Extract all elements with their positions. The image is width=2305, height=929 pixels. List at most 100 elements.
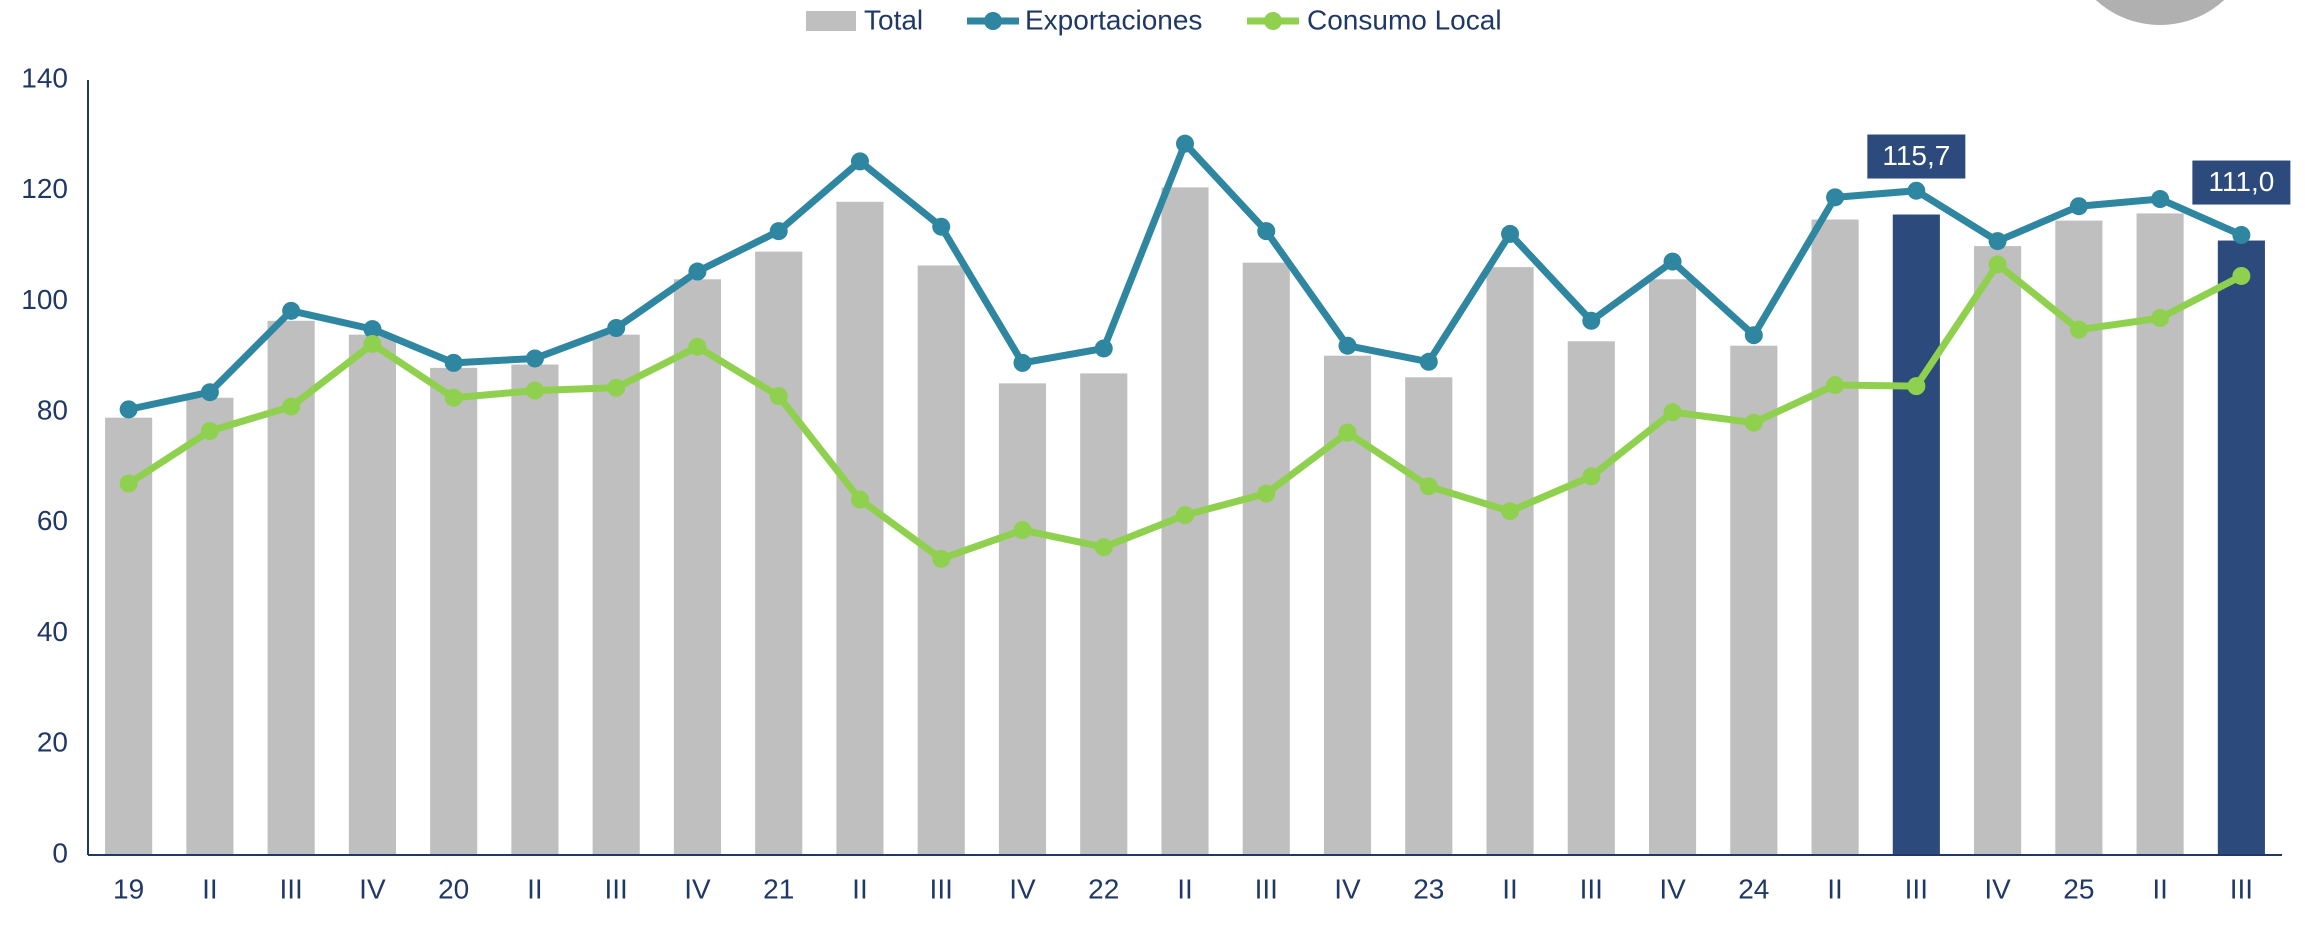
bar [1892,214,1940,856]
x-tick-label: II [527,873,543,904]
marker [2151,309,2170,328]
marker [769,222,788,241]
marker [1663,403,1682,422]
bar [1811,219,1859,855]
marker [1094,339,1113,358]
marker [2232,266,2251,285]
x-tick-label: 19 [113,873,144,904]
x-tick-label: 22 [1088,873,1119,904]
value-label: 111,0 [2208,166,2274,197]
marker [850,152,869,171]
legend-label: Total [864,4,923,35]
marker [932,217,951,236]
marker [363,335,382,354]
marker [2151,190,2170,209]
marker [932,549,951,568]
bar [1567,341,1615,855]
marker [444,353,463,372]
marker [1582,311,1601,330]
x-tick-label: II [852,873,868,904]
marker [850,490,869,509]
y-tick-label: 40 [37,616,68,647]
value-label-box [2192,160,2291,205]
marker [282,301,301,320]
marker [525,381,544,400]
marker [1501,224,1520,243]
bar [1648,279,1697,855]
legend-marker [1264,12,1282,30]
legend-marker [984,12,1002,30]
y-tick-label: 100 [21,284,68,315]
marker [1744,326,1763,345]
bar [836,201,884,856]
bar [1405,377,1453,855]
x-tick-label: II [1177,873,1193,904]
legend-label: Consumo Local [1307,4,1502,35]
x-tick-label: III [2230,873,2253,904]
x-tick-label: IV [1009,873,1036,904]
legend-label: Exportaciones [1025,4,1202,35]
x-tick-label: 24 [1738,873,1769,904]
bar [430,367,478,855]
bar [511,364,559,855]
marker [1663,252,1682,271]
x-tick-label: IV [1334,873,1361,904]
x-tick-label: IV [1984,873,2011,904]
marker [1176,134,1194,153]
bar [1486,267,1534,855]
decoration-circle [2095,0,2225,25]
bar [1242,262,1290,855]
y-tick-label: 80 [37,395,68,426]
x-tick-label: II [1502,873,1518,904]
x-tick-label: III [1255,873,1278,904]
marker [1338,336,1357,355]
marker [1907,181,1926,200]
marker [1176,506,1194,525]
marker [1257,222,1276,241]
x-tick-label: 20 [438,873,469,904]
marker [607,319,626,337]
x-tick-label: II [202,873,218,904]
y-tick-label: 140 [21,62,68,93]
bar [186,397,234,855]
x-tick-label: III [605,873,628,904]
x-tick-label: 23 [1413,873,1444,904]
marker [200,383,219,402]
marker [1419,352,1438,371]
marker [1501,502,1520,521]
marker [688,337,707,356]
y-tick-label: 0 [52,837,68,868]
marker [119,400,138,419]
x-tick-label: IV [684,873,711,904]
marker [1907,377,1926,396]
x-tick-label: III [1580,873,1603,904]
x-tick-label: II [2152,873,2168,904]
bar [592,334,640,856]
marker [1988,255,2007,274]
value-label: 115,7 [1882,140,1950,171]
bar [2217,240,2265,856]
marker [1257,484,1276,503]
marker [1419,477,1438,496]
marker [1094,538,1113,557]
marker [1826,188,1845,207]
bar [348,334,396,856]
marker [119,474,138,493]
marker [688,262,707,281]
y-tick-label: 120 [21,173,68,204]
x-tick-label: 25 [2063,873,2094,904]
marker [525,349,544,368]
x-tick-label: III [279,873,302,904]
marker [363,320,382,339]
bar [755,251,803,855]
marker [1744,413,1763,432]
marker [1988,232,2007,251]
value-label-box [1867,134,1966,179]
bar [998,383,1047,855]
marker [444,388,463,407]
x-tick-label: III [930,873,953,904]
marker [1826,376,1845,395]
marker [1582,467,1601,486]
bar [1080,373,1128,855]
